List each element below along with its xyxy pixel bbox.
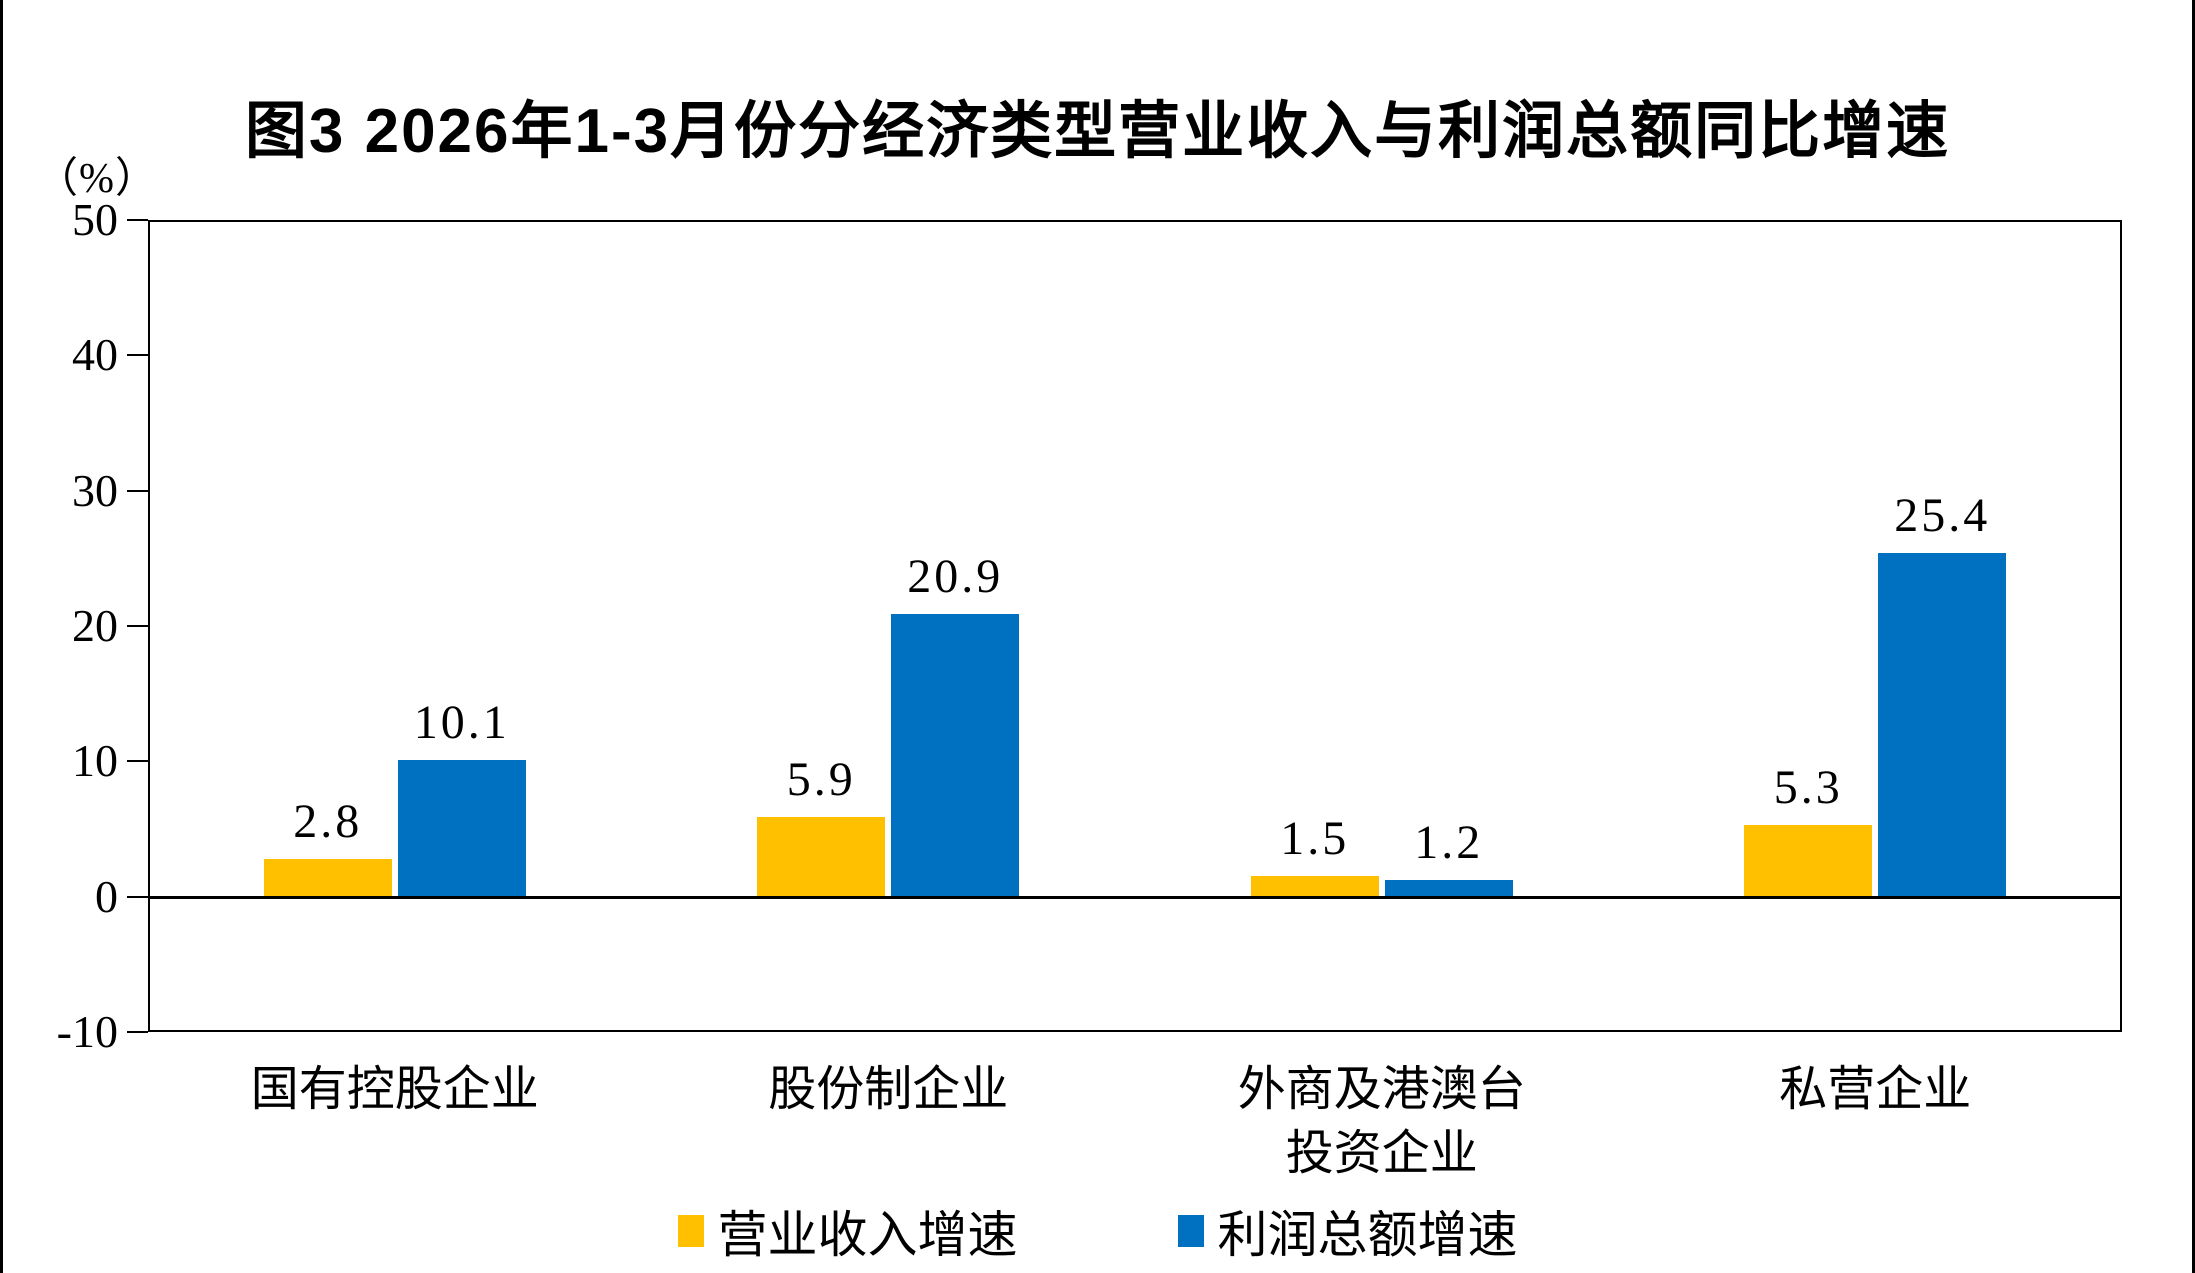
y-axis-tick-mark-10: [127, 760, 148, 763]
legend-item-profit: 利润总额增速: [1177, 1195, 1518, 1267]
chart-title: 图3 2026年1-3月份分经济类型营业收入与利润总额同比增速: [244, 97, 1951, 166]
x-axis-category-label-1: 国有控股企业: [251, 1058, 539, 1122]
x-axis-category-label-3: 外商及港澳台 投资企业: [1238, 1058, 1526, 1186]
x-axis-category-label-line: 股份制企业: [768, 1063, 1009, 1116]
y-axis-tick-mark-30: [127, 489, 148, 492]
y-axis-tick-mark--10: [127, 1031, 148, 1033]
y-axis-tick-label-10: 10: [72, 735, 118, 787]
value-label-profit-group1: 10.1: [413, 695, 510, 749]
bar-profit-group4: [1878, 552, 2007, 897]
value-label-profit-group4: 25.4: [1894, 488, 1991, 542]
x-axis-zero-line: [148, 895, 2122, 899]
legend: 营业收入增速 利润总额增速: [0, 1200, 2195, 1263]
y-axis-tick-mark-0: [127, 895, 148, 898]
y-axis-tick-label-30: 30: [72, 464, 118, 516]
y-axis-unit-label: （%）: [36, 156, 158, 202]
y-axis-tick-mark-40: [127, 354, 148, 357]
x-axis-category-label-line: 外商及港澳台: [1237, 1063, 1526, 1116]
x-axis-category-label-2: 股份制企业: [768, 1058, 1008, 1122]
value-label-revenue-group3: 1.5: [1280, 812, 1350, 866]
x-axis-category-label-4: 私营企业: [1779, 1058, 1971, 1122]
legend-swatch-revenue: [677, 1215, 704, 1247]
legend-item-revenue: 营业收入增速: [677, 1195, 1018, 1267]
bar-profit-group3: [1384, 880, 1513, 897]
bar-profit-group2: [891, 613, 1020, 897]
right-border-line: [2192, 0, 2195, 1273]
y-axis-tick-label-20: 20: [72, 600, 118, 651]
bar-revenue-group3: [1250, 876, 1379, 897]
value-label-revenue-group4: 5.3: [1773, 760, 1843, 814]
y-axis-tick-label--10: -10: [56, 1006, 118, 1057]
legend-label-profit: 利润总额增速: [1217, 1207, 1518, 1263]
y-axis-tick-mark-20: [127, 625, 148, 627]
y-axis-tick-label-40: 40: [72, 329, 118, 381]
legend-swatch-profit: [1177, 1215, 1204, 1247]
value-label-profit-group2: 20.9: [907, 549, 1004, 603]
value-label-revenue-group2: 5.9: [786, 752, 856, 806]
x-axis-category-label-line: 国有控股企业: [250, 1063, 539, 1116]
y-axis-tick-label-0: 0: [95, 870, 118, 922]
bar-revenue-group1: [263, 858, 392, 897]
y-axis-tick-label-50: 50: [72, 194, 118, 245]
value-label-revenue-group1: 2.8: [293, 794, 363, 848]
bar-revenue-group4: [1744, 824, 1873, 897]
bar-revenue-group2: [757, 816, 886, 897]
legend-label-revenue: 营业收入增速: [717, 1207, 1018, 1263]
y-axis-tick-mark-50: [127, 219, 148, 221]
left-border-line: [0, 0, 3, 1273]
value-label-profit-group3: 1.2: [1414, 816, 1484, 870]
bar-profit-group1: [397, 759, 526, 897]
plot-area: [148, 220, 2122, 1032]
x-axis-category-label-line: 私营企业: [1779, 1063, 1972, 1116]
x-axis-category-label-line: 投资企业: [1285, 1127, 1478, 1180]
